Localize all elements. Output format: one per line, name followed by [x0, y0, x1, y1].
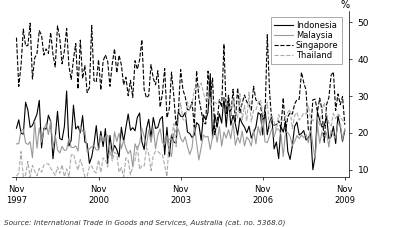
Singapore — [28, 22, 33, 25]
Singapore — [324, 103, 329, 106]
Thailand — [21, 176, 26, 178]
Singapore — [14, 36, 19, 39]
Singapore — [343, 123, 347, 126]
Malaysia — [130, 165, 135, 168]
Malaysia — [260, 114, 265, 117]
Singapore — [265, 33, 270, 36]
Text: %: % — [340, 0, 349, 10]
Thailand — [267, 127, 272, 130]
Indonesia — [16, 118, 21, 121]
Indonesia — [343, 129, 347, 132]
Malaysia — [30, 156, 35, 159]
Thailand — [208, 105, 213, 108]
Line: Singapore: Singapore — [16, 23, 345, 143]
Legend: Indonesia, Malaysia, Singapore, Thailand: Indonesia, Malaysia, Singapore, Thailand — [271, 17, 342, 64]
Malaysia — [324, 131, 329, 134]
Singapore — [206, 70, 210, 73]
Singapore — [274, 123, 279, 126]
Malaysia — [14, 143, 19, 145]
Line: Indonesia: Indonesia — [16, 74, 345, 170]
Indonesia — [14, 127, 19, 130]
Text: Source: International Trade in Goods and Services, Australia (cat. no. 5368.0): Source: International Trade in Goods and… — [4, 219, 285, 226]
Thailand — [276, 113, 281, 116]
Thailand — [32, 170, 37, 173]
Indonesia — [208, 72, 213, 75]
Malaysia — [343, 127, 347, 130]
Singapore — [32, 57, 37, 59]
Indonesia — [324, 115, 329, 117]
Indonesia — [30, 124, 35, 127]
Indonesia — [274, 141, 279, 143]
Line: Thailand: Thailand — [16, 83, 345, 177]
Thailand — [343, 121, 347, 124]
Indonesia — [310, 168, 315, 171]
Malaysia — [267, 135, 272, 137]
Indonesia — [265, 133, 270, 136]
Indonesia — [203, 118, 208, 121]
Thailand — [16, 172, 21, 174]
Thailand — [324, 113, 329, 116]
Thailand — [199, 82, 204, 84]
Malaysia — [206, 135, 210, 138]
Singapore — [322, 141, 327, 144]
Thailand — [14, 175, 19, 178]
Line: Malaysia: Malaysia — [16, 115, 345, 167]
Malaysia — [16, 142, 21, 145]
Malaysia — [276, 128, 281, 131]
Singapore — [16, 85, 21, 88]
